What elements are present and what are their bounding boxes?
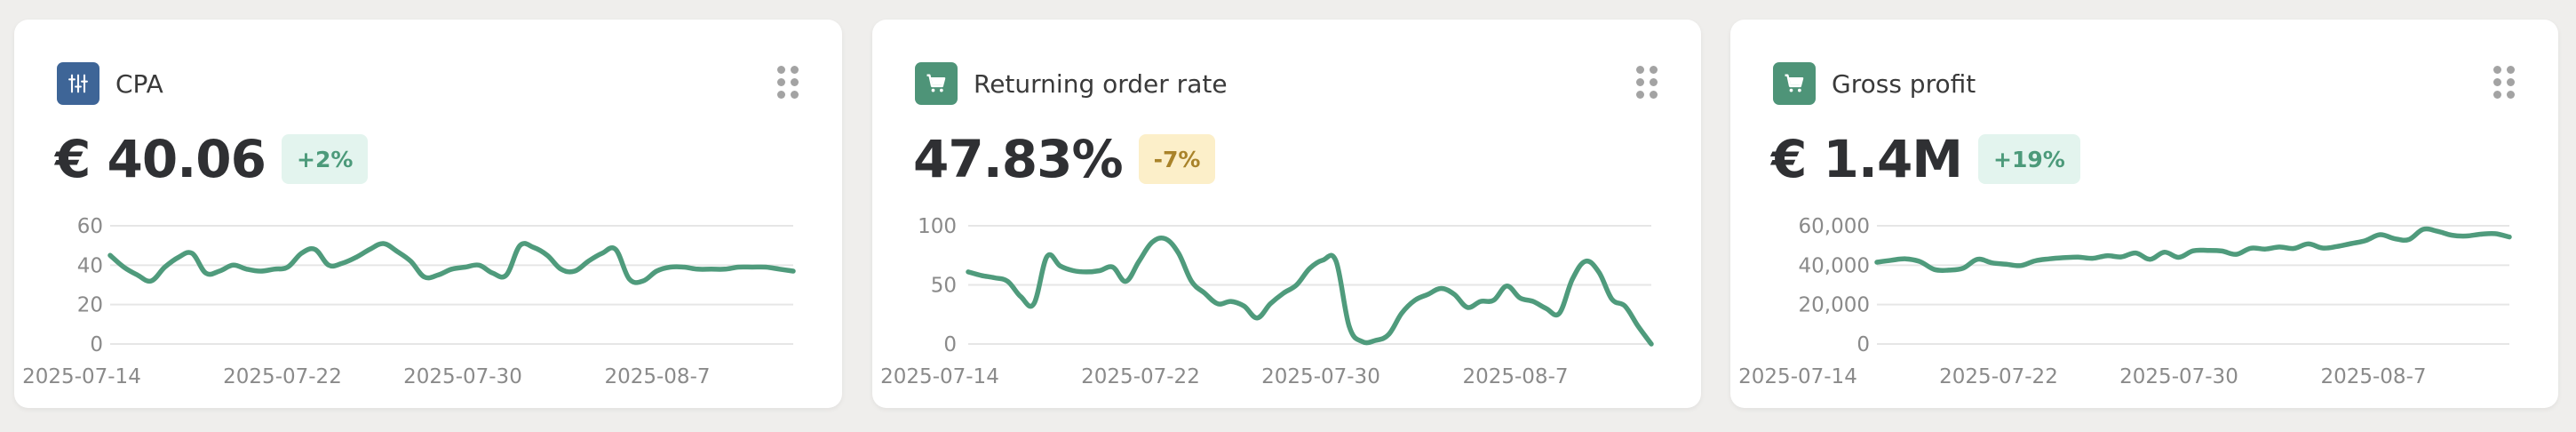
series-line [966, 235, 1654, 347]
cart-icon [915, 62, 958, 105]
x-tick-label: 2025-07-22 [1939, 365, 2058, 388]
y-tick-label: 40,000 [1799, 254, 1870, 277]
drag-dot [2507, 66, 2515, 74]
drag-dot [2493, 66, 2501, 74]
sliders-icon [57, 62, 99, 105]
change-badge: -7% [1138, 134, 1216, 184]
card-header: Returning order rate [915, 62, 1228, 105]
drag-dot [777, 66, 785, 74]
y-tick-label: 60 [77, 215, 103, 238]
y-tick-label: 40 [77, 254, 103, 277]
change-badge: +19% [1978, 134, 2080, 184]
series-line [107, 241, 796, 285]
returning-order-rate-card: Returning order rate 47.83% -7% 0 50 100 20… [872, 20, 1701, 408]
metric-value: € 40.06 [55, 129, 266, 189]
drag-dot [2507, 91, 2515, 99]
drag-dot [2493, 78, 2501, 86]
y-tick-label: 60,000 [1799, 215, 1870, 238]
y-tick-label: 100 [918, 215, 957, 238]
x-tick-label: 2025-07-30 [1261, 365, 1380, 388]
x-tick-label: 2025-08-7 [604, 365, 710, 388]
drag-dot [1650, 78, 1658, 86]
x-tick-label: 2025-07-14 [1738, 365, 1857, 388]
x-tick-label: 2025-08-7 [2320, 365, 2426, 388]
cpa-card: CPA € 40.06 +2% 0 20 40 60 2025-07-14 2025-07… [14, 20, 842, 408]
drag-dot [1636, 66, 1644, 74]
metric-value: 47.83% [913, 129, 1124, 189]
drag-dot [777, 78, 785, 86]
y-tick-label: 0 [1856, 333, 1870, 356]
x-tick-label: 2025-08-7 [1462, 365, 1568, 388]
drag-dot [791, 66, 799, 74]
y-tick-label: 20 [77, 294, 103, 317]
x-tick-label: 2025-07-30 [2119, 365, 2238, 388]
card-title: Gross profit [1832, 68, 1976, 99]
x-tick-label: 2025-07-14 [22, 365, 141, 388]
cart-icon [1773, 62, 1816, 105]
returning-order-rate-line-chart: 0 50 100 2025-07-14 2025-07-22 2025-07-30 2025… [880, 215, 1654, 388]
drag-handle-icon[interactable] [775, 64, 801, 99]
y-tick-label: 20,000 [1799, 294, 1870, 317]
drag-dot [777, 91, 785, 99]
drag-dot [1636, 78, 1644, 86]
drag-handle-icon[interactable] [2491, 64, 2517, 99]
drag-handle-icon[interactable] [1634, 64, 1660, 99]
card-header: Gross profit [1773, 62, 1976, 105]
drag-dot [2507, 78, 2515, 86]
card-title: CPA [115, 68, 163, 99]
drag-dot [1636, 91, 1644, 99]
drag-dot [791, 91, 799, 99]
y-tick-label: 50 [931, 275, 957, 298]
x-tick-label: 2025-07-14 [880, 365, 999, 388]
series-line [1874, 226, 2512, 274]
x-tick-label: 2025-07-22 [1081, 365, 1200, 388]
card-title: Returning order rate [974, 68, 1228, 99]
cpa-line-chart: 0 20 40 60 2025-07-14 2025-07-22 2025-07-30 202… [22, 215, 796, 388]
x-tick-label: 2025-07-22 [223, 365, 342, 388]
change-badge: +2% [282, 134, 369, 184]
gross-profit-card: Gross profit € 1.4M +19% 0 20,000 40,000 60… [1730, 20, 2558, 408]
metric-value: € 1.4M [1771, 129, 1963, 189]
drag-dot [1650, 91, 1658, 99]
drag-dot [2493, 91, 2501, 99]
gross-profit-line-chart: 0 20,000 40,000 60,000 2025-07-14 2025-07-22 2… [1738, 215, 2512, 388]
x-tick-label: 2025-07-30 [403, 365, 522, 388]
y-tick-label: 0 [943, 333, 957, 356]
card-header: CPA [57, 62, 163, 105]
drag-dot [791, 78, 799, 86]
y-tick-label: 0 [90, 333, 103, 356]
drag-dot [1650, 66, 1658, 74]
